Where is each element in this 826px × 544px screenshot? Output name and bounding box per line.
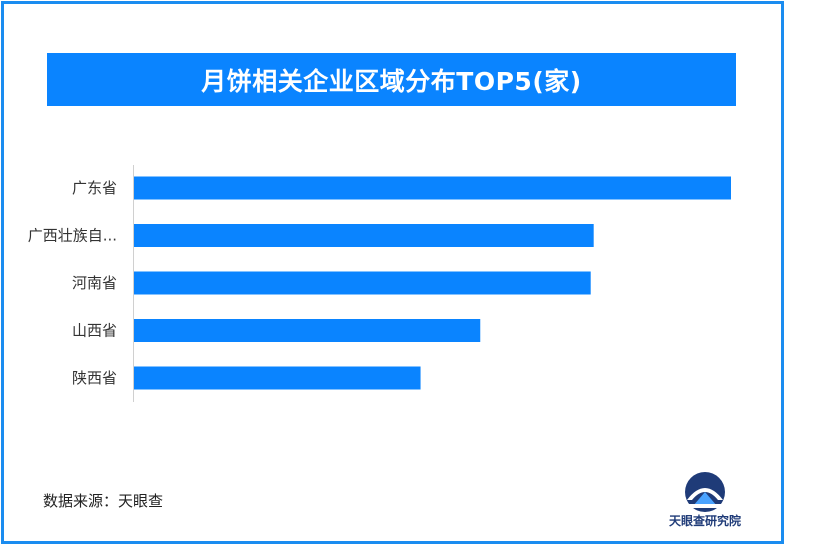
bar-4 bbox=[134, 366, 421, 390]
category-label-4: 陕西省 bbox=[72, 369, 117, 387]
data-source-note: 数据来源：天眼查 bbox=[43, 492, 164, 510]
bar-3 bbox=[134, 319, 481, 342]
category-label-0: 广东省 bbox=[72, 179, 117, 197]
tianyancha-logo: 天眼查研究院 bbox=[660, 470, 750, 530]
bar-0 bbox=[134, 176, 731, 200]
chart-title: 月饼相关企业区域分布TOP5(家) bbox=[47, 53, 736, 106]
logo-text: 天眼查研究院 bbox=[668, 514, 741, 528]
bars-group bbox=[134, 176, 731, 390]
bar-2 bbox=[134, 271, 591, 295]
category-label-2: 河南省 bbox=[72, 274, 117, 292]
chart-frame bbox=[1, 1, 784, 544]
bar-1 bbox=[134, 224, 594, 247]
category-label-1: 广西壮族自... bbox=[28, 227, 117, 245]
logo-icon bbox=[685, 472, 725, 512]
category-label-3: 山西省 bbox=[72, 322, 117, 340]
